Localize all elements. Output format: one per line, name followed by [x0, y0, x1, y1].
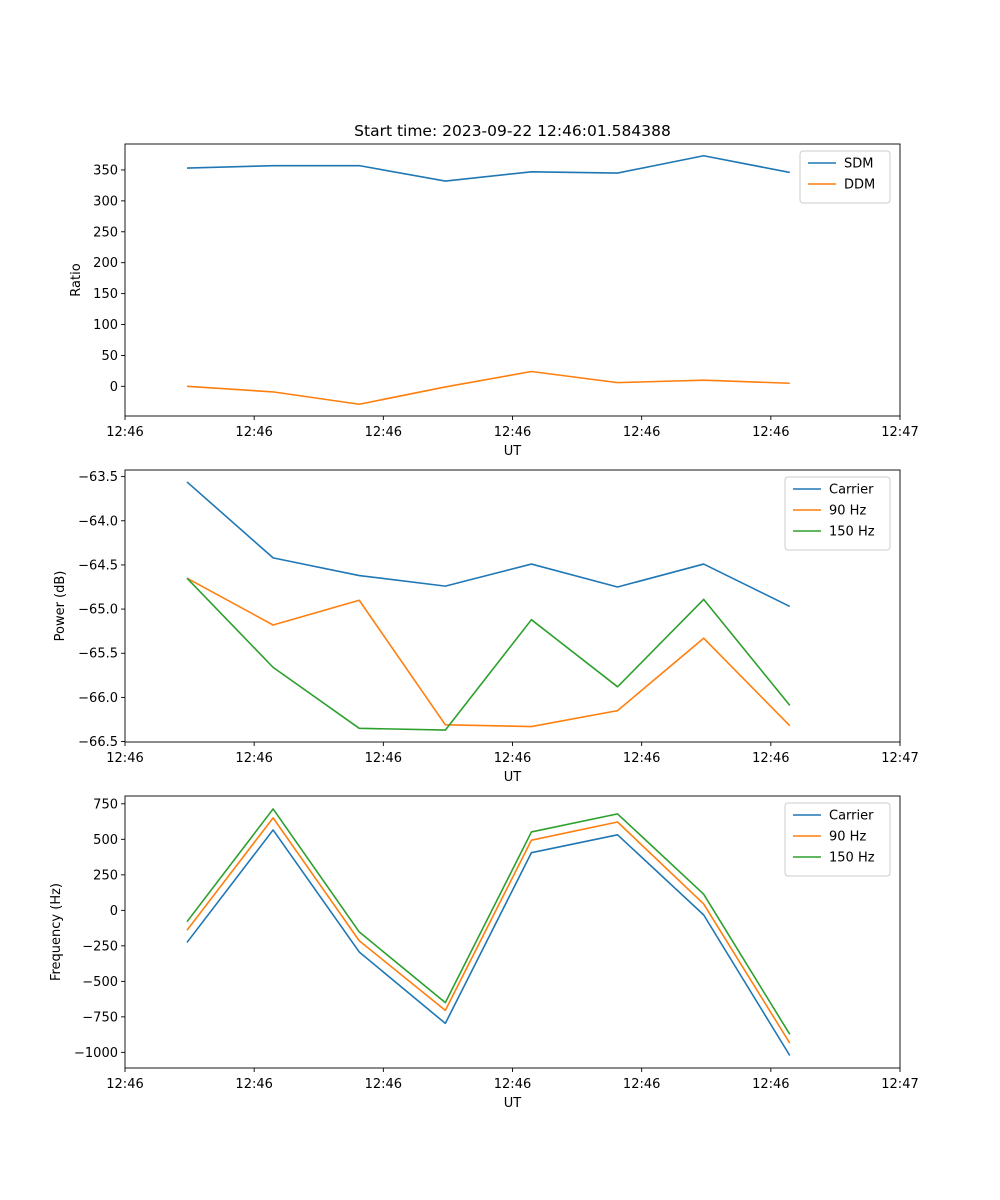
legend: Carrier 90 Hz 150 Hz — [784, 802, 891, 877]
x-tick-label: 12:46 — [235, 1077, 272, 1092]
legend-entry-label: 150 Hz — [829, 851, 875, 866]
x-tick-label: 12:47 — [881, 751, 918, 766]
y-tick-label: 750 — [93, 797, 118, 812]
chart-panel-1: 12:46 12:46 12:46 12:46 12:46 12:46 12:47 0 50 10… — [69, 143, 919, 459]
y-tick-label: 500 — [93, 833, 118, 848]
series-line-sdm — [186, 154, 790, 182]
x-tick-label: 12:46 — [623, 1077, 660, 1092]
x-tick-label: 12:46 — [106, 1077, 143, 1092]
legend-box — [799, 150, 891, 204]
y-axis-label: Power (dB) — [53, 571, 68, 642]
y-tick-label: 250 — [93, 868, 118, 883]
legend-entry-label: 90 Hz — [829, 504, 866, 519]
x-tick-label: 12:46 — [106, 751, 143, 766]
y-tick-label: −63.5 — [78, 470, 118, 485]
y-tick-label: 300 — [93, 194, 118, 209]
x-tick-label: 12:46 — [365, 1077, 402, 1092]
y-tick-label: 150 — [93, 287, 118, 302]
x-axis-label: UT — [504, 1096, 522, 1111]
x-tick-label: 12:46 — [752, 425, 789, 440]
y-axis-label: Ratio — [69, 263, 84, 296]
y-tick-label: 200 — [93, 256, 118, 271]
x-tick-label: 12:46 — [235, 425, 272, 440]
x-tick-label: 12:46 — [623, 425, 660, 440]
series-line-90-hz — [186, 817, 791, 1044]
y-tick-label: −66.5 — [78, 735, 118, 750]
x-tick-label: 12:46 — [235, 751, 272, 766]
y-tick-label: −65.0 — [78, 603, 118, 618]
y-tick-label: 350 — [93, 163, 118, 178]
x-axis-label: UT — [504, 444, 522, 459]
y-tick-label: −64.0 — [78, 514, 118, 529]
plots-container: 12:46 12:46 12:46 12:46 12:46 12:46 12:47 0 50 10… — [49, 143, 919, 1111]
y-tick-label: −66.0 — [78, 691, 118, 706]
x-tick-label: 12:46 — [365, 751, 402, 766]
y-tick-label: −750 — [82, 1010, 118, 1025]
y-tick-label: −1000 — [74, 1046, 118, 1061]
legend-entry-label: Carrier — [829, 483, 874, 498]
series-line-150-hz — [186, 808, 791, 1035]
series-line-carrier — [186, 829, 791, 1056]
legend-entry-label: Carrier — [829, 809, 874, 824]
legend-entry-label: 150 Hz — [829, 525, 875, 540]
y-tick-label: 250 — [93, 225, 118, 240]
figure-title: Start time: 2023-09-22 12:46:01.584388 — [354, 122, 671, 140]
y-tick-label: −64.5 — [78, 558, 118, 573]
x-tick-label: 12:46 — [623, 751, 660, 766]
legend: SDM DDM — [799, 150, 891, 204]
y-tick-label: −250 — [82, 939, 118, 954]
x-tick-label: 12:46 — [494, 425, 531, 440]
x-tick-label: 12:46 — [752, 751, 789, 766]
y-tick-label: 50 — [101, 349, 118, 364]
series-line-carrier — [186, 481, 791, 608]
legend-entry-label: SDM — [844, 157, 873, 172]
x-tick-label: 12:46 — [494, 751, 531, 766]
y-tick-label: 0 — [110, 380, 118, 395]
x-tick-label: 12:46 — [494, 1077, 531, 1092]
x-tick-label: 12:46 — [752, 1077, 789, 1092]
chart-panel-2: 12:46 12:46 12:46 12:46 12:46 12:46 12:47 −66.5… — [53, 469, 919, 785]
legend-entry-label: DDM — [844, 178, 875, 193]
y-tick-label: −500 — [82, 975, 118, 990]
chart-panel-3: 12:46 12:46 12:46 12:46 12:46 12:46 12:47 −1000… — [49, 795, 919, 1111]
x-tick-label: 12:46 — [106, 425, 143, 440]
y-tick-label: 100 — [93, 318, 118, 333]
series-line-ddm — [186, 370, 790, 406]
y-tick-label: −65.5 — [78, 647, 118, 662]
y-axis-label: Frequency (Hz) — [49, 883, 64, 981]
x-tick-label: 12:47 — [881, 1077, 918, 1092]
x-tick-label: 12:47 — [881, 425, 918, 440]
series-line-90-hz — [186, 577, 791, 728]
series-line-150-hz — [186, 577, 791, 731]
legend-entry-label: 90 Hz — [829, 830, 866, 845]
legend: Carrier 90 Hz 150 Hz — [784, 476, 891, 551]
x-axis-label: UT — [504, 770, 522, 785]
y-tick-label: 0 — [110, 904, 118, 919]
x-tick-label: 12:46 — [365, 425, 402, 440]
